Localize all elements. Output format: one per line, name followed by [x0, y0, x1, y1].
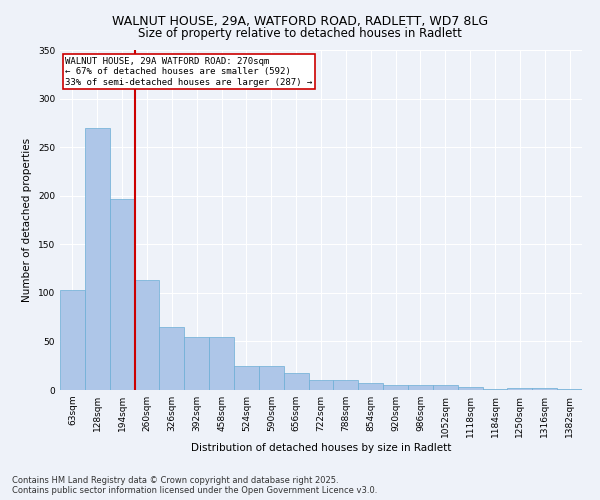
Bar: [110, 198, 134, 390]
Bar: [408, 385, 433, 390]
Bar: [334, 380, 358, 390]
Bar: [184, 336, 209, 390]
Y-axis label: Number of detached properties: Number of detached properties: [22, 138, 32, 302]
Bar: [259, 366, 284, 390]
Bar: [284, 372, 308, 390]
Bar: [209, 336, 234, 390]
Bar: [433, 385, 458, 390]
Text: Contains HM Land Registry data © Crown copyright and database right 2025.
Contai: Contains HM Land Registry data © Crown c…: [12, 476, 377, 495]
Bar: [308, 380, 334, 390]
Bar: [85, 128, 110, 390]
Bar: [532, 388, 557, 390]
Text: Size of property relative to detached houses in Radlett: Size of property relative to detached ho…: [138, 28, 462, 40]
Bar: [234, 366, 259, 390]
Text: WALNUT HOUSE, 29A WATFORD ROAD: 270sqm
← 67% of detached houses are smaller (592: WALNUT HOUSE, 29A WATFORD ROAD: 270sqm ←…: [65, 57, 313, 86]
Bar: [383, 385, 408, 390]
Bar: [160, 327, 184, 390]
Text: WALNUT HOUSE, 29A, WATFORD ROAD, RADLETT, WD7 8LG: WALNUT HOUSE, 29A, WATFORD ROAD, RADLETT…: [112, 15, 488, 28]
Bar: [60, 290, 85, 390]
Bar: [458, 387, 482, 390]
Bar: [508, 388, 532, 390]
Bar: [482, 389, 508, 390]
Bar: [557, 389, 582, 390]
Bar: [134, 280, 160, 390]
X-axis label: Distribution of detached houses by size in Radlett: Distribution of detached houses by size …: [191, 442, 451, 452]
Bar: [358, 383, 383, 390]
